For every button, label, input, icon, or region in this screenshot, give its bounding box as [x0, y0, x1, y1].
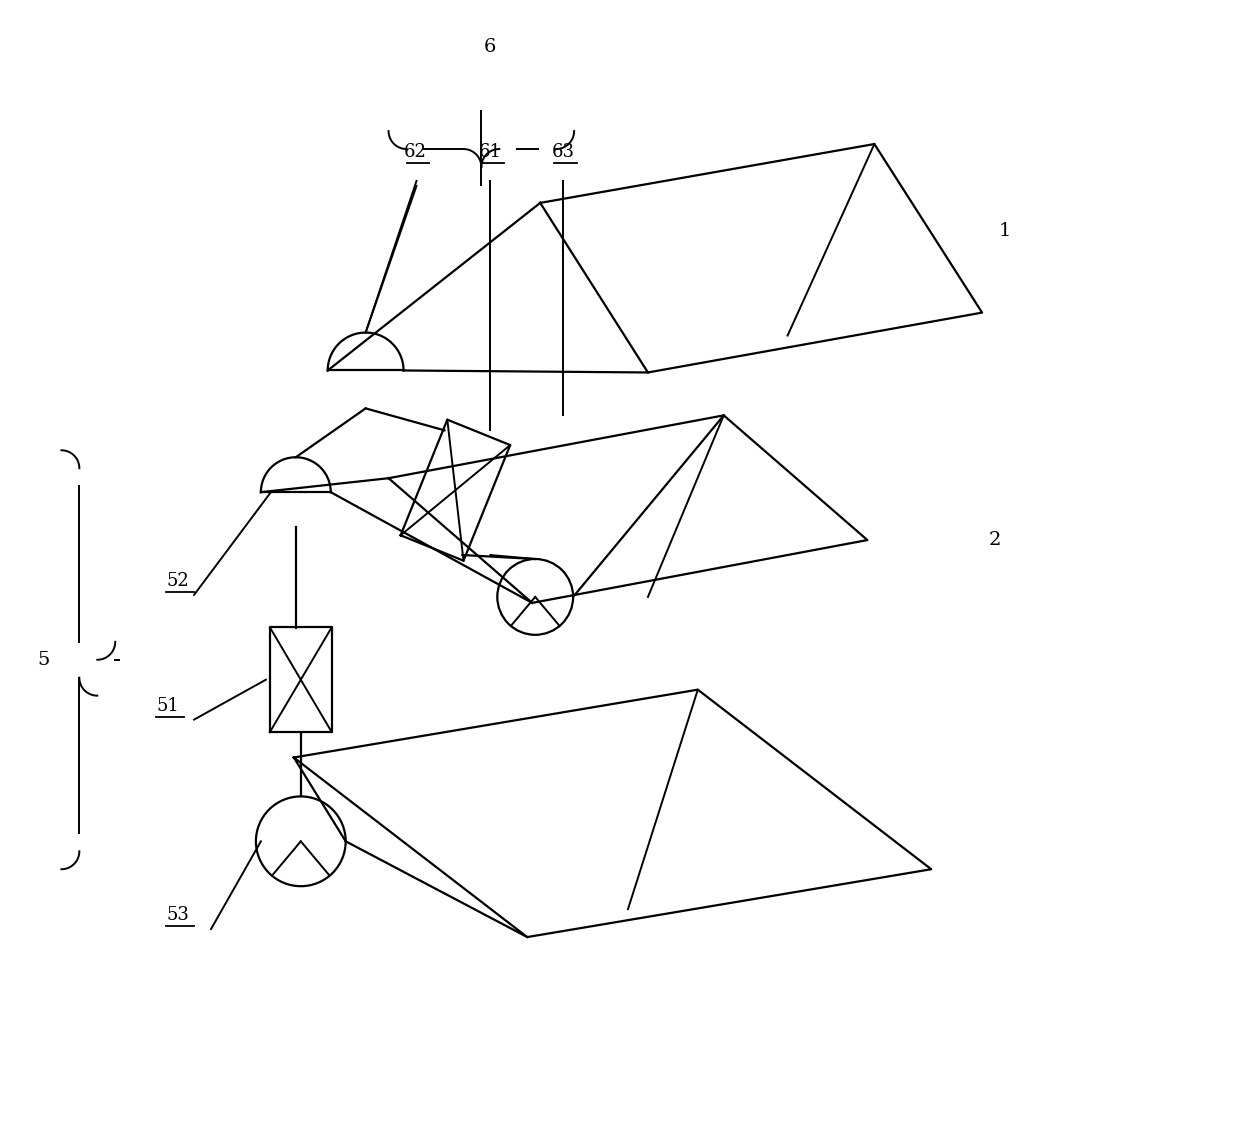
Text: 61: 61 [479, 142, 502, 160]
Text: 1: 1 [999, 222, 1012, 240]
Text: 53: 53 [166, 907, 188, 925]
Text: 5: 5 [37, 651, 50, 669]
Text: 51: 51 [156, 697, 179, 715]
Text: 6: 6 [484, 38, 496, 56]
Text: 52: 52 [166, 572, 188, 590]
Text: 62: 62 [404, 142, 427, 160]
Text: 63: 63 [552, 142, 574, 160]
Text: 2: 2 [990, 531, 1002, 549]
